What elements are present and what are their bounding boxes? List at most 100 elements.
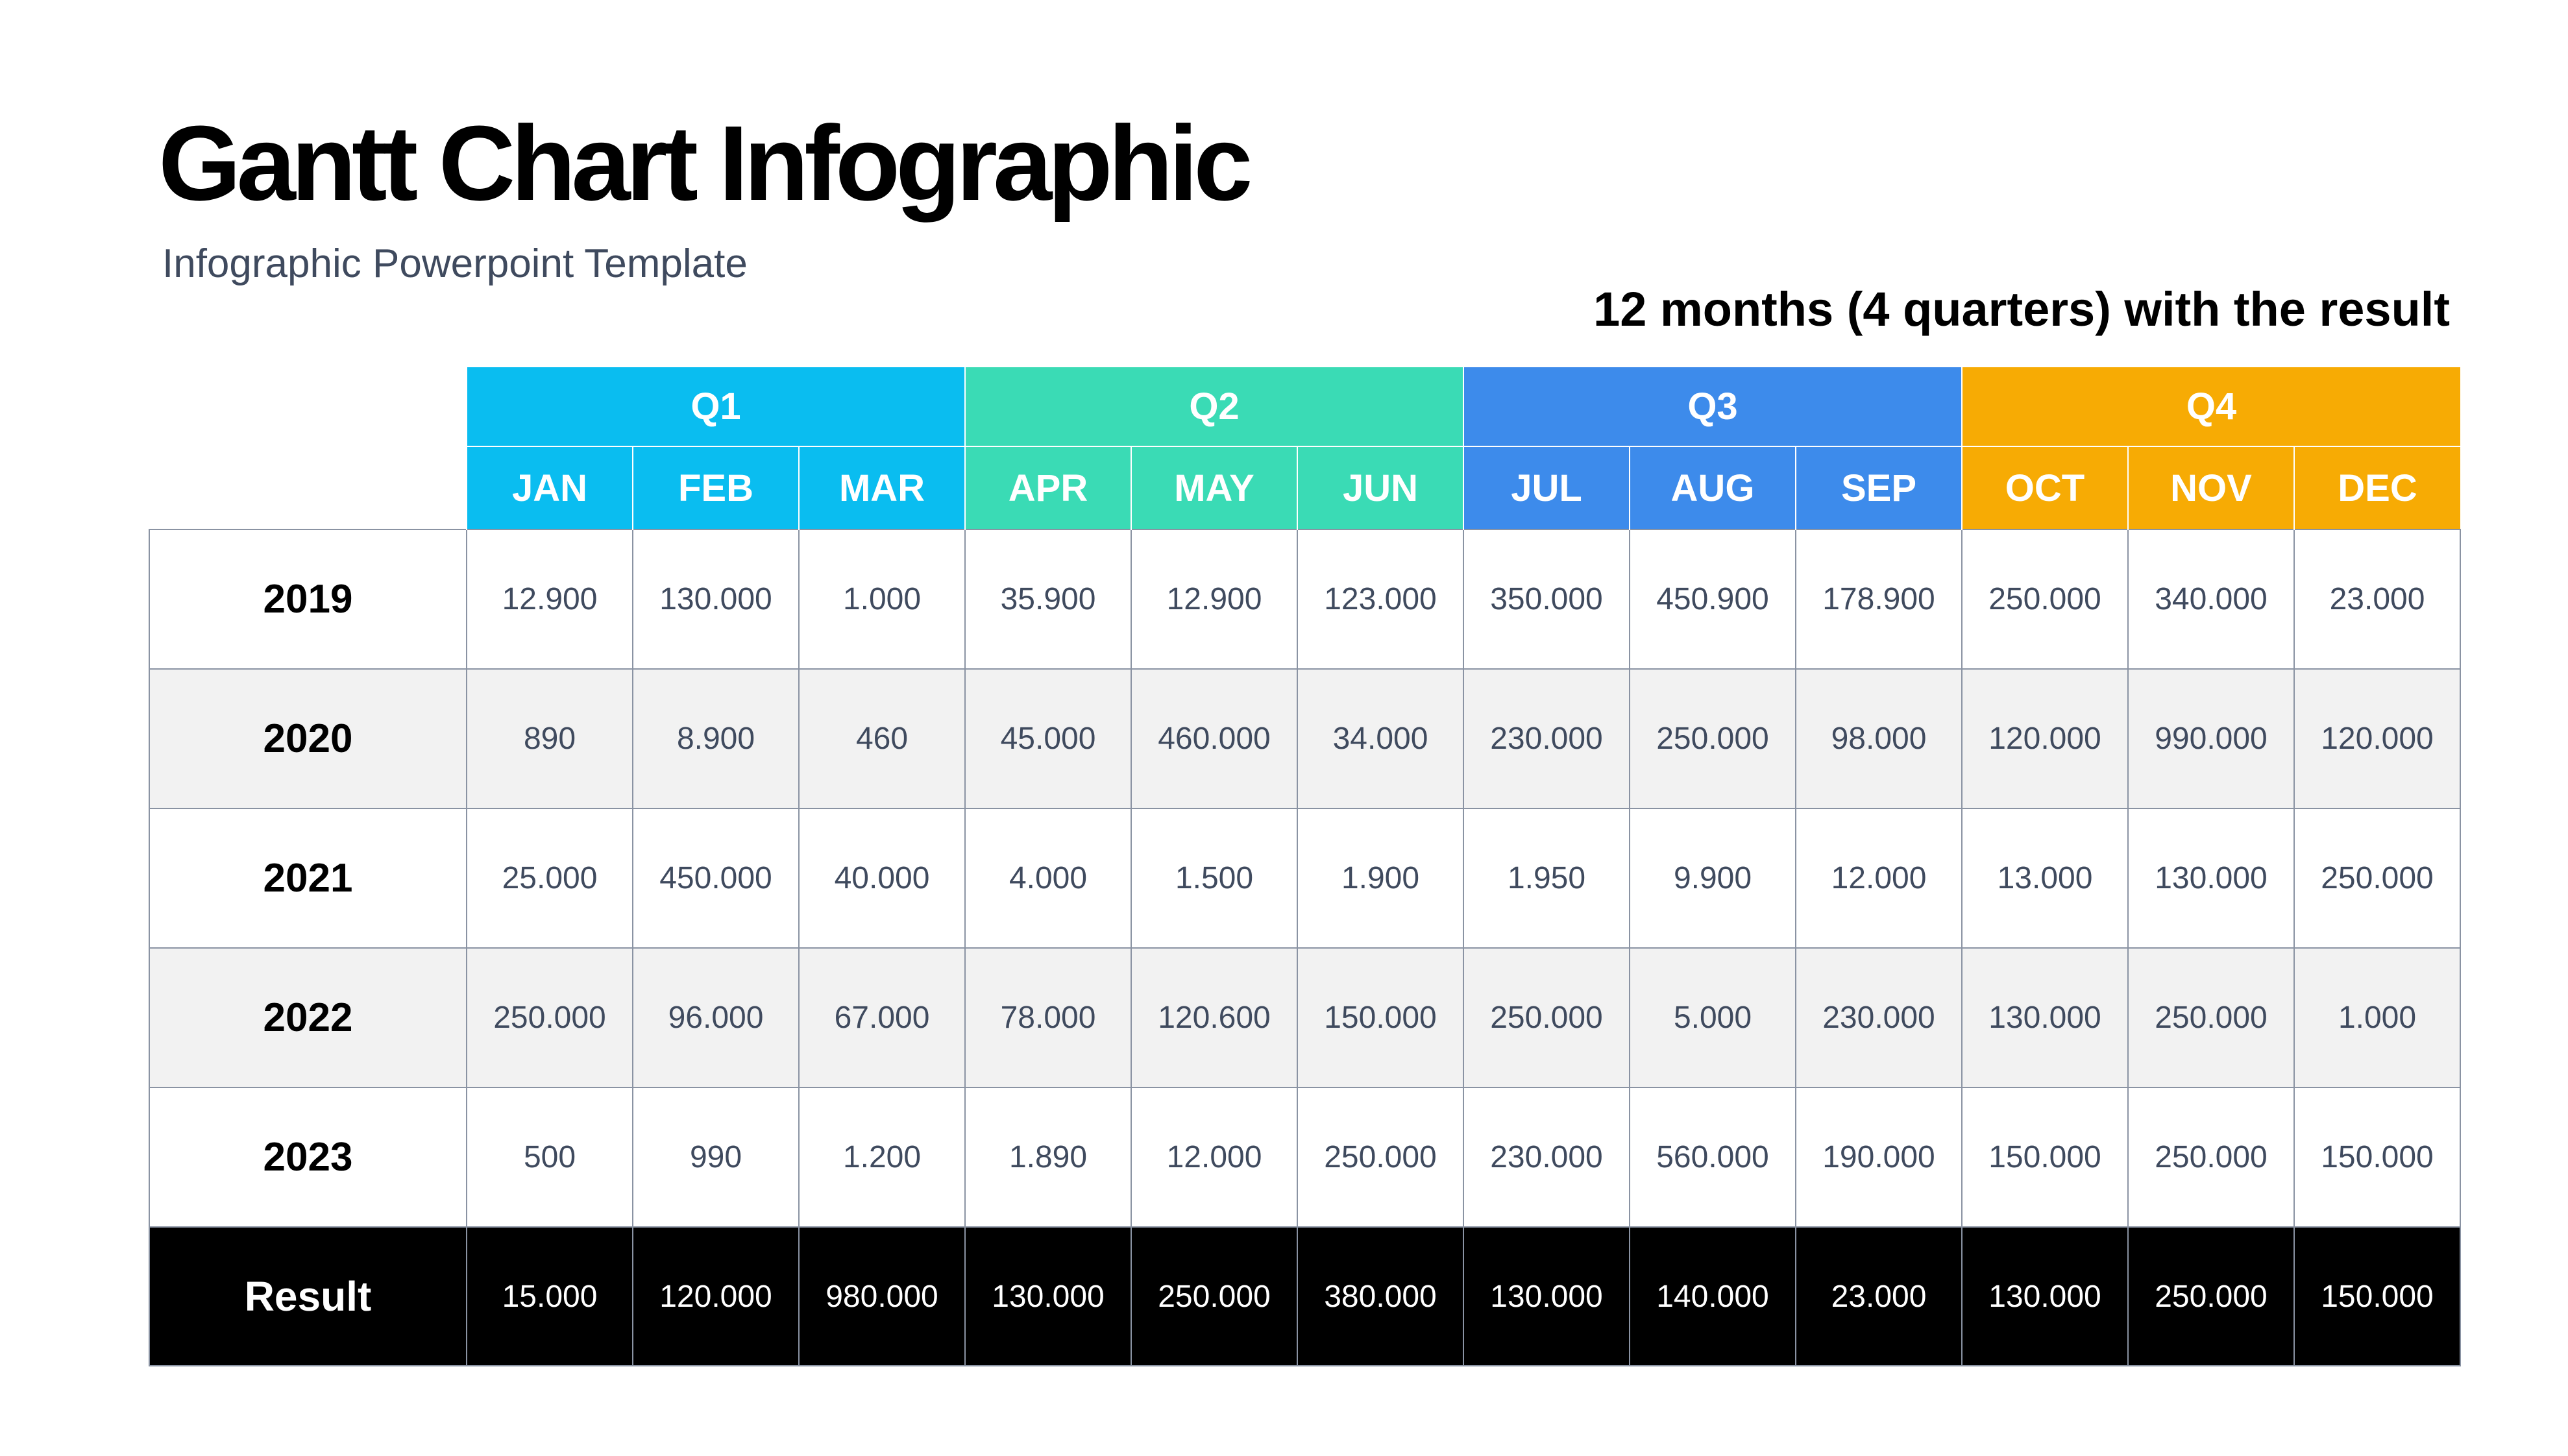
- table-cell-2022-dec: 1.000: [2293, 947, 2461, 1088]
- table-cell-2020-mar: 460: [798, 668, 966, 809]
- result-cell-aug: 140.000: [1629, 1226, 1796, 1366]
- table-cell-2022-may: 120.600: [1131, 947, 1298, 1088]
- row-label: 2023: [149, 1087, 467, 1228]
- table-cell-2019-jul: 350.000: [1463, 529, 1630, 670]
- result-cell-dec: 150.000: [2293, 1226, 2461, 1366]
- year-row-2019: 2019 12.900 130.000 1.000 35.900 12.900 123.00…: [149, 529, 2461, 670]
- table-cell-2019-feb: 130.000: [632, 529, 800, 670]
- result-cell-sep: 23.000: [1795, 1226, 1963, 1366]
- table-cell-2019-sep: 178.900: [1795, 529, 1963, 670]
- table-cell-2023-oct: 150.000: [1961, 1087, 2129, 1228]
- table-cell-2021-aug: 9.900: [1629, 808, 1796, 949]
- table-cell-2023-aug: 560.000: [1629, 1087, 1796, 1228]
- month-header-sep: SEP: [1795, 446, 1962, 529]
- gantt-table: Q1 Q2 Q3 Q4 JAN FEB MAR APR MAY JUN JUL AUG SEP O…: [149, 367, 2461, 1366]
- table-cell-2020-aug: 250.000: [1629, 668, 1796, 809]
- table-cell-2020-dec: 120.000: [2293, 668, 2461, 809]
- table-cell-2023-jun: 250.000: [1297, 1087, 1464, 1228]
- table-cell-2022-jun: 150.000: [1297, 947, 1464, 1088]
- table-cell-2022-oct: 130.000: [1961, 947, 2129, 1088]
- result-cell-jul: 130.000: [1463, 1226, 1630, 1366]
- table-cell-2020-sep: 98.000: [1795, 668, 1963, 809]
- table-cell-2020-jan: 890: [466, 668, 633, 809]
- table-cell-2021-jan: 25.000: [466, 808, 633, 949]
- table-cell-2021-may: 1.500: [1131, 808, 1298, 949]
- row-label: 2021: [149, 808, 467, 949]
- table-cell-2019-may: 12.900: [1131, 529, 1298, 670]
- table-cell-2021-mar: 40.000: [798, 808, 966, 949]
- table-cell-2022-nov: 250.000: [2127, 947, 2295, 1088]
- table-cell-2020-apr: 45.000: [964, 668, 1132, 809]
- result-label: Result: [149, 1226, 467, 1366]
- table-cell-2019-apr: 35.900: [964, 529, 1132, 670]
- year-row-2023: 2023 500 990 1.200 1.890 12.000 250.000 230.000…: [149, 1087, 2461, 1228]
- table-cell-2020-oct: 120.000: [1961, 668, 2129, 809]
- table-cell-2021-oct: 13.000: [1961, 808, 2129, 949]
- table-cell-2023-apr: 1.890: [964, 1087, 1132, 1228]
- table-cell-2020-may: 460.000: [1131, 668, 1298, 809]
- result-cell-may: 250.000: [1131, 1226, 1298, 1366]
- result-cell-feb: 120.000: [632, 1226, 800, 1366]
- year-row-2022: 2022 250.000 96.000 67.000 78.000 120.600 150.…: [149, 947, 2461, 1088]
- header-corner: [149, 367, 467, 529]
- table-cell-2023-mar: 1.200: [798, 1087, 966, 1228]
- result-cell-apr: 130.000: [964, 1226, 1132, 1366]
- month-header-jun: JUN: [1297, 446, 1463, 529]
- table-cell-2020-jun: 34.000: [1297, 668, 1464, 809]
- table-cell-2023-dec: 150.000: [2293, 1087, 2461, 1228]
- table-cell-2021-feb: 450.000: [632, 808, 800, 949]
- quarter-header-q4: Q4: [1961, 367, 2460, 446]
- result-cell-oct: 130.000: [1961, 1226, 2129, 1366]
- table-cell-2022-feb: 96.000: [632, 947, 800, 1088]
- table-cell-2019-aug: 450.900: [1629, 529, 1796, 670]
- table-cell-2021-jul: 1.950: [1463, 808, 1630, 949]
- table-cell-2023-sep: 190.000: [1795, 1087, 1963, 1228]
- table-cell-2019-nov: 340.000: [2127, 529, 2295, 670]
- table-cell-2021-nov: 130.000: [2127, 808, 2295, 949]
- table-cell-2019-dec: 23.000: [2293, 529, 2461, 670]
- result-cell-jan: 15.000: [466, 1226, 633, 1366]
- table-cell-2023-jan: 500: [466, 1087, 633, 1228]
- result-row: Result 15.000 120.000 980.000 130.000 250.000…: [149, 1226, 2461, 1366]
- quarter-header-row: Q1 Q2 Q3 Q4: [149, 367, 2460, 529]
- table-cell-2023-feb: 990: [632, 1087, 800, 1228]
- table-cell-2019-mar: 1.000: [798, 529, 966, 670]
- result-cell-mar: 980.000: [798, 1226, 966, 1366]
- table-cell-2022-apr: 78.000: [964, 947, 1132, 1088]
- row-label: 2022: [149, 947, 467, 1088]
- month-header-dec: DEC: [2293, 446, 2460, 529]
- table-cell-2020-jul: 230.000: [1463, 668, 1630, 809]
- year-row-2021: 2021 25.000 450.000 40.000 4.000 1.500 1.900 1.…: [149, 808, 2461, 949]
- table-caption: 12 months (4 quarters) with the result: [1593, 282, 2450, 336]
- month-header-jul: JUL: [1463, 446, 1630, 529]
- table-cell-2022-jul: 250.000: [1463, 947, 1630, 1088]
- table-cell-2021-apr: 4.000: [964, 808, 1132, 949]
- month-header-row: JAN FEB MAR APR MAY JUN JUL AUG SEP OCT NOV DEC: [149, 446, 2460, 529]
- table-cell-2022-jan: 250.000: [466, 947, 633, 1088]
- row-label: 2019: [149, 529, 467, 670]
- table-cell-2023-jul: 230.000: [1463, 1087, 1630, 1228]
- table-cell-2021-sep: 12.000: [1795, 808, 1963, 949]
- table-cell-2019-jun: 123.000: [1297, 529, 1464, 670]
- quarter-header-q1: Q1: [466, 367, 965, 446]
- quarter-header-q2: Q2: [964, 367, 1463, 446]
- quarter-header-q3: Q3: [1463, 367, 1962, 446]
- table-cell-2022-aug: 5.000: [1629, 947, 1796, 1088]
- month-header-mar: MAR: [798, 446, 965, 529]
- table-cell-2023-may: 12.000: [1131, 1087, 1298, 1228]
- month-header-oct: OCT: [1961, 446, 2128, 529]
- month-header-apr: APR: [964, 446, 1131, 529]
- table-cell-2023-nov: 250.000: [2127, 1087, 2295, 1228]
- result-cell-jun: 380.000: [1297, 1226, 1464, 1366]
- table-cell-2022-mar: 67.000: [798, 947, 966, 1088]
- table-cell-2021-jun: 1.900: [1297, 808, 1464, 949]
- month-header-aug: AUG: [1629, 446, 1796, 529]
- table-cell-2022-sep: 230.000: [1795, 947, 1963, 1088]
- month-header-feb: FEB: [632, 446, 799, 529]
- result-cell-nov: 250.000: [2127, 1226, 2295, 1366]
- table-cell-2019-jan: 12.900: [466, 529, 633, 670]
- page-subtitle: Infographic Powerpoint Template: [162, 241, 748, 286]
- month-header-nov: NOV: [2127, 446, 2294, 529]
- table-cell-2021-dec: 250.000: [2293, 808, 2461, 949]
- year-row-2020: 2020 890 8.900 460 45.000 460.000 34.000 230.00…: [149, 668, 2461, 809]
